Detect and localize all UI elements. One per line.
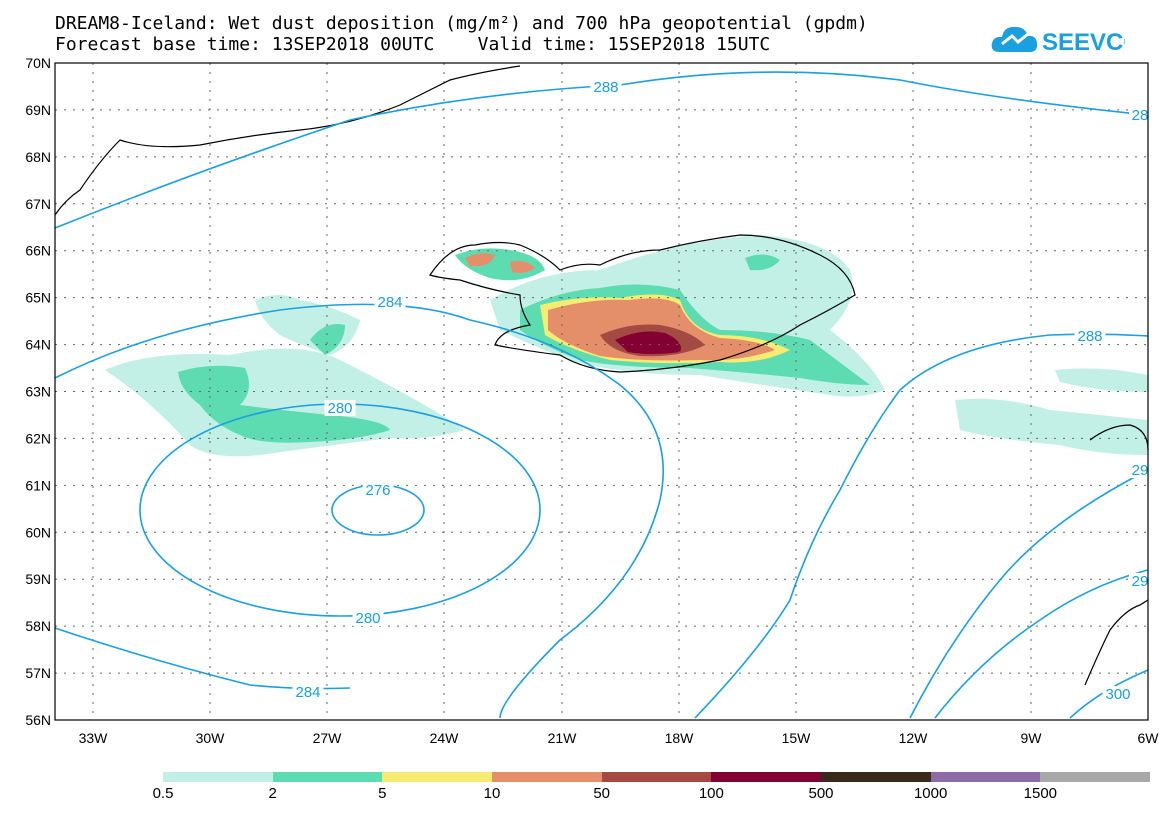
lon-tick-label: 18W <box>665 730 695 746</box>
lat-tick-label: 61N <box>25 477 51 493</box>
lon-tick-label: 24W <box>430 730 460 746</box>
chart-title: DREAM8-Iceland: Wet dust deposition (mg/… <box>55 13 868 34</box>
contour-label-bg <box>590 79 622 95</box>
contour-label-bg <box>1129 462 1151 478</box>
contour-label: 280 <box>327 400 352 417</box>
contour-label-bg <box>374 294 406 310</box>
chart-subtitle: Forecast base time: 13SEP2018 00UTC Vali… <box>55 34 771 55</box>
legend-swatch <box>930 772 1041 782</box>
contour-label: 284 <box>295 684 320 701</box>
legend-label: 100 <box>698 785 724 802</box>
lat-tick-label: 62N <box>25 430 51 446</box>
legend-swatch <box>711 772 822 782</box>
lat-tick-label: 63N <box>25 384 51 400</box>
legend-label: 500 <box>808 785 834 802</box>
contour-label-bg <box>1129 107 1151 123</box>
lat-tick-label: 57N <box>25 665 51 681</box>
lat-tick-label: 68N <box>25 149 51 165</box>
lat-tick-label: 59N <box>25 571 51 587</box>
contour-label-bg <box>1129 573 1151 589</box>
legend-swatch <box>492 772 602 782</box>
lat-tick-label: 56N <box>25 712 51 728</box>
lat-tick-label: 67N <box>25 196 51 212</box>
contour-label: 288 <box>1077 328 1102 345</box>
contour-label: 28 <box>1132 107 1149 124</box>
lat-tick-label: 58N <box>25 618 51 634</box>
contour-label-bg <box>324 400 356 416</box>
contour-label: 29 <box>1132 462 1149 479</box>
contour-label: 276 <box>365 482 390 499</box>
legend-swatch <box>382 772 493 782</box>
contour-label-bg <box>1074 328 1106 344</box>
legend-label: 2 <box>268 785 277 802</box>
lon-tick-label: 12W <box>899 730 929 746</box>
lon-tick-label: 27W <box>313 730 343 746</box>
legend-swatch <box>163 772 273 782</box>
legend-label: 1000 <box>913 785 948 802</box>
contour-label: 284 <box>377 294 402 311</box>
contour-label: 280 <box>355 610 380 627</box>
contour-label: 288 <box>593 79 618 96</box>
lat-lon-grid <box>55 63 1148 720</box>
contour-label-group: 288 28 284 288 280 276 280 284 29 29 300 <box>292 79 1151 703</box>
lat-tick-label: 69N <box>25 102 51 118</box>
lon-tick-label: 30W <box>196 730 226 746</box>
lat-tick-label: 66N <box>25 243 51 259</box>
lon-tick-label: 6W <box>1138 730 1160 746</box>
axis-label-group: 70N 69N 68N 67N 66N 65N 64N 63N 62N 61N 60N 59N 58N 5… <box>25 55 1159 746</box>
lon-tick-label: 15W <box>782 730 812 746</box>
lat-tick-label: 64N <box>25 337 51 353</box>
contour-label: 29 <box>1132 573 1149 590</box>
contour-label-bg <box>292 684 324 700</box>
legend-label: 10 <box>483 785 501 802</box>
lat-tick-label: 60N <box>25 524 51 540</box>
contour-label-bg <box>352 610 384 626</box>
coastline-layer <box>54 65 1149 686</box>
contour-label-bg <box>362 482 394 498</box>
contour-label-bg <box>1102 686 1134 702</box>
legend-label: 5 <box>378 785 387 802</box>
lat-tick-label: 70N <box>25 55 51 71</box>
legend-swatch <box>1040 772 1151 782</box>
legend-swatch <box>821 772 931 782</box>
lat-tick-label: 65N <box>25 290 51 306</box>
lon-tick-label: 21W <box>548 730 578 746</box>
color-legend <box>163 772 1151 782</box>
legend-label: 50 <box>593 785 610 802</box>
legend-swatch <box>601 772 712 782</box>
lon-tick-label: 33W <box>79 730 109 746</box>
contour-label: 300 <box>1105 686 1130 703</box>
legend-label: 0.5 <box>152 785 174 802</box>
legend-swatch <box>272 772 383 782</box>
legend-label: 1500 <box>1023 785 1058 802</box>
map-frame <box>54 62 1149 721</box>
lon-tick-label: 9W <box>1021 730 1043 746</box>
